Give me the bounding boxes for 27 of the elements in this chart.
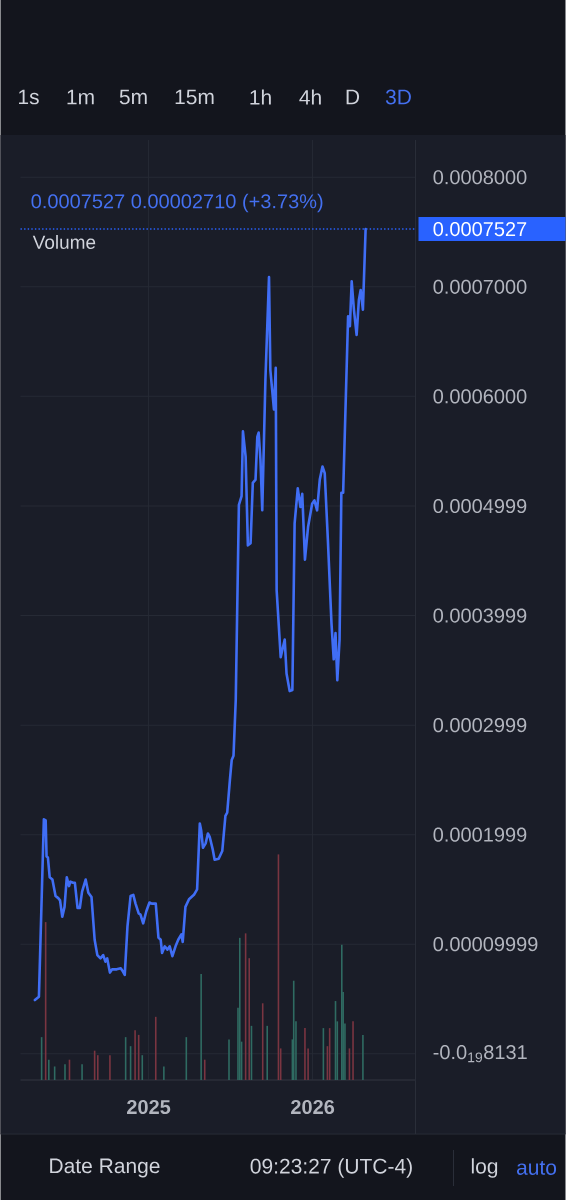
text: 5m — [119, 89, 147, 105]
y-tick-label: -0.0$_{19}$8131 — [433, 1045, 527, 1063]
text: 09:23:27 (UTC-4) — [250, 1158, 412, 1178]
chart-title: Volume — [32, 235, 96, 249]
text: 1s — [19, 89, 39, 105]
text: 0.0007527 0.00002710 (+3.73%) — [31, 193, 323, 213]
text: 4h — [299, 89, 321, 105]
line-series — [33, 227, 367, 1002]
y-tick-label: 0.0006000 — [433, 389, 527, 404]
ref-line-label: 0.0007527 — [433, 221, 527, 237]
y-tick-label: 0.0008000 — [433, 170, 527, 185]
text: 15m — [175, 89, 214, 105]
text: 1m — [67, 89, 94, 105]
y-tick-label: 0.0001999 — [433, 827, 527, 842]
y-tick-label: 0.0002999 — [433, 718, 527, 733]
x-tick-label: 2026 — [291, 1099, 335, 1115]
text: 1h — [250, 89, 271, 105]
text: D — [346, 89, 360, 105]
y-tick-label: 0.00009999 — [433, 937, 538, 952]
text: Date Range — [50, 1158, 160, 1178]
x-tick-label: 2025 — [127, 1099, 171, 1115]
text: log — [471, 1158, 498, 1178]
text: auto — [516, 1161, 557, 1175]
y-tick-label: 0.0007000 — [433, 279, 527, 294]
y-tick-label: 0.0003999 — [433, 608, 527, 623]
text: 3D — [385, 89, 411, 105]
y-tick-label: 0.0004999 — [433, 498, 527, 514]
